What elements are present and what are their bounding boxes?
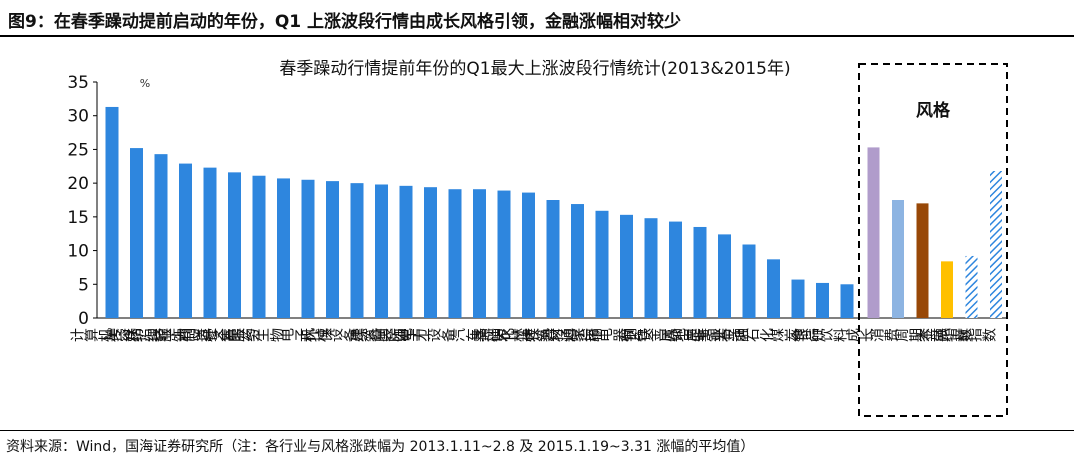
bar-环保 (326, 181, 339, 318)
x-tick-label: 汽车 (452, 328, 480, 344)
style-group-box (858, 63, 1008, 417)
bar-电力设备 (448, 189, 462, 318)
style-tick-label: 消费 (870, 328, 898, 344)
x-tick-label: 电力设备 (399, 328, 455, 344)
figure-heading: 图9：在春季躁动提前启动的年份，Q1 上涨波段行情由成长风格引领，金融涨幅相对较… (8, 12, 682, 32)
bar-煤炭 (791, 279, 805, 318)
x-tick-label: 机械设备 (301, 328, 357, 344)
bar-家用电器 (620, 214, 633, 318)
x-tick-label: 家用电器 (570, 328, 627, 344)
style-tick-label: 成长 (846, 328, 874, 344)
x-tick-label: 计算机 (70, 328, 113, 344)
y-tick-label: 5 (78, 275, 89, 295)
bar-建筑装饰 (399, 185, 413, 318)
x-tick-label: 石油石化 (718, 328, 775, 344)
y-unit-label: % (140, 77, 150, 90)
bar-公用事业 (718, 234, 731, 318)
bar-有色金属 (669, 221, 682, 318)
style-bar-成长 (867, 147, 880, 318)
x-tick-label: 有色金属 (620, 328, 676, 344)
x-tick-label: 基础化工 (472, 328, 529, 344)
y-tick-label: 35 (67, 73, 89, 93)
bar-商贸零售 (228, 172, 241, 318)
x-tick-label: 食品饮料 (790, 328, 847, 344)
x-tick-label: 国防军工 (375, 328, 431, 344)
bar-非银金融 (742, 244, 756, 318)
y-tick-label: 0 (78, 309, 89, 329)
bar-房地产 (693, 226, 707, 318)
bar-银行 (816, 282, 829, 318)
bar-计算机 (105, 106, 119, 318)
bar-国防军工 (424, 187, 437, 318)
x-tick-label: 通信 (476, 328, 504, 344)
x-tick-label: 纺织服饰 (130, 328, 186, 344)
x-tick-label: 环保 (305, 328, 333, 344)
x-tick-label: 建筑装饰 (350, 328, 406, 344)
bar-纺织服饰 (179, 163, 192, 318)
source-note: 资料来源：Wind，国海证券研究所（注：各行业与风格涨跌幅为 2013.1.11… (6, 439, 755, 455)
bar-基础化工 (522, 192, 535, 318)
header-rule (0, 35, 1074, 37)
x-tick-label: 房地产 (658, 328, 701, 344)
bar-钢铁 (644, 218, 658, 318)
bar-传媒 (130, 148, 143, 318)
bar-电子 (301, 179, 315, 318)
x-tick-label: 综合 (354, 328, 382, 344)
x-tick-label: 非银金融 (693, 328, 749, 344)
x-tick-label: 医药生物 (228, 328, 285, 344)
bar-社会服务 (252, 175, 266, 318)
bar-食品饮料 (840, 284, 854, 318)
style-bar-小盘指数 (990, 171, 1002, 318)
x-tick-label: 社会服务 (203, 328, 259, 344)
y-tick-label: 15 (67, 208, 89, 228)
style-bar-周期 (916, 203, 929, 318)
y-tick-label: 30 (67, 107, 89, 127)
bar-机械设备 (350, 183, 364, 318)
chart-title: 春季躁动行情提前年份的Q1最大上涨波段行情统计(2013&2015年) (279, 59, 790, 79)
style-group-label: 风格 (916, 100, 951, 121)
x-tick-label: 煤炭 (770, 328, 798, 344)
y-tick-label: 25 (67, 140, 89, 160)
x-tick-label: 商贸零售 (179, 328, 235, 344)
style-tick-label: 周期 (895, 328, 924, 344)
x-tick-label: 银行 (795, 328, 824, 344)
style-bar-金融 (941, 261, 953, 318)
bar-石油石化 (767, 259, 780, 318)
bar-建筑材料 (571, 204, 584, 318)
x-tick-label: 传媒 (109, 328, 137, 344)
source-rule (0, 430, 1074, 431)
figure-header: 图9：在春季躁动提前启动的年份，Q1 上涨波段行情由成长风格引领，金融涨幅相对较… (0, 0, 1074, 37)
bar-医药生物 (277, 178, 290, 318)
style-bar-大盘指数 (965, 255, 978, 318)
bar-交通运输 (595, 210, 609, 318)
y-tick-label: 10 (67, 242, 89, 262)
bar-chart: 春季躁动行情提前年份的Q1最大上涨波段行情统计(2013&2015年)% 0 5 10… (67, 59, 1008, 417)
y-tick-label: 20 (67, 174, 89, 194)
x-tick-label: 建筑材料 (522, 328, 578, 344)
style-bar-消费 (892, 200, 904, 318)
chart-area: 春季躁动行情提前年份的Q1最大上涨波段行情统计(2013&2015年)% 0 5 10… (0, 40, 1074, 430)
x-tick-label: 钢铁 (623, 328, 651, 344)
style-tick-label: 金融 (919, 328, 947, 344)
x-tick-label: 电子 (280, 328, 308, 344)
x-tick-label: 美容护理 (105, 328, 161, 344)
bar-农林牧渔 (546, 200, 560, 318)
bar-综合 (375, 184, 388, 318)
bar-美容护理 (154, 154, 168, 318)
x-tick-label: 农林牧渔 (497, 328, 553, 344)
x-tick-label: 轻工制造 (154, 328, 211, 344)
bar-通信 (497, 190, 511, 318)
bar-轻工制造 (203, 167, 217, 318)
style-tick-label: 小盘指数 (940, 328, 996, 344)
style-tick-label: 大盘指数 (916, 328, 972, 344)
bar-汽车 (473, 189, 486, 318)
x-tick-label: 公用事业 (669, 328, 725, 344)
x-tick-label: 交通运输 (545, 328, 602, 344)
